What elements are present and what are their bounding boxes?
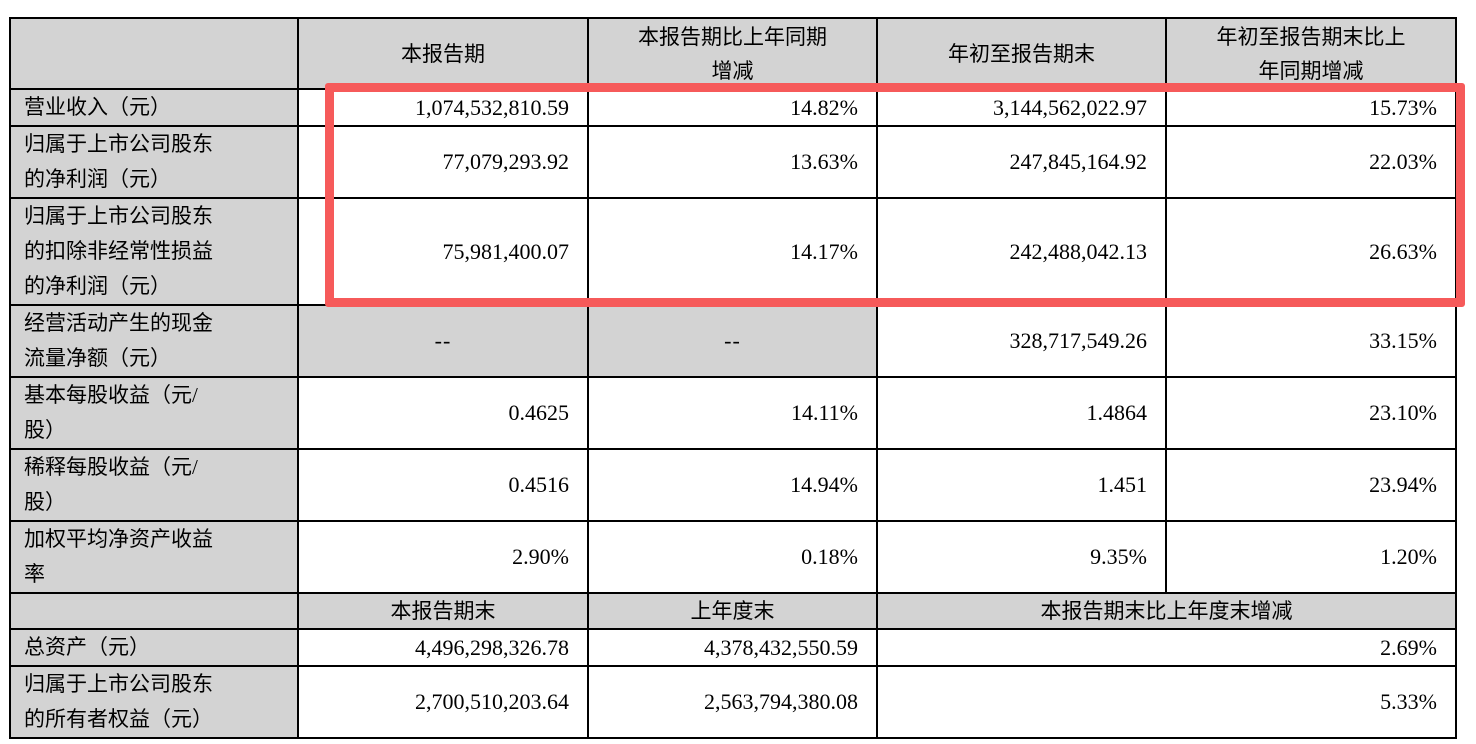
cell-value: 1.20% bbox=[1165, 520, 1457, 594]
cell-value: 75,981,400.07 bbox=[297, 197, 589, 306]
cell-value: 2,563,794,380.08 bbox=[587, 665, 878, 739]
row-net-profit: 归属于上市公司股东 的净利润（元） 77,079,293.92 13.63% 2… bbox=[9, 125, 1457, 199]
row-owners-equity: 归属于上市公司股东 的所有者权益（元） 2,700,510,203.64 2,5… bbox=[9, 665, 1457, 739]
cell-value: 26.63% bbox=[1165, 197, 1457, 306]
subheader-change-vs-prior-year-end: 本报告期末比上年度末增减 bbox=[876, 592, 1457, 630]
cell-value: 4,496,298,326.78 bbox=[297, 628, 589, 667]
cell-value: 14.11% bbox=[587, 376, 878, 450]
cell-value: 13.63% bbox=[587, 125, 878, 199]
subheader-corner-cell bbox=[9, 592, 299, 630]
cell-value: 247,845,164.92 bbox=[876, 125, 1167, 199]
cell-value: 1,074,532,810.59 bbox=[297, 88, 589, 127]
cell-value: 2.90% bbox=[297, 520, 589, 594]
cell-value: 14.82% bbox=[587, 88, 878, 127]
header-year-to-date: 年初至报告期末 bbox=[876, 17, 1167, 90]
row-net-profit-excl-nonrecurring: 归属于上市公司股东 的扣除非经常性损益 的净利润（元） 75,981,400.0… bbox=[9, 197, 1457, 306]
cell-value: 3,144,562,022.97 bbox=[876, 88, 1167, 127]
cell-value: 23.94% bbox=[1165, 448, 1457, 522]
row-label: 稀释每股收益（元/ 股） bbox=[9, 448, 299, 522]
row-diluted-eps: 稀释每股收益（元/ 股） 0.4516 14.94% 1.451 23.94% bbox=[9, 448, 1457, 522]
header-year-to-date-yoy-change: 年初至报告期末比上 年同期增减 bbox=[1165, 17, 1457, 90]
cell-value: 1.4864 bbox=[876, 376, 1167, 450]
row-operating-cash-flow: 经营活动产生的现金 流量净额（元） -- -- 328,717,549.26 3… bbox=[9, 304, 1457, 378]
row-label: 归属于上市公司股东 的扣除非经常性损益 的净利润（元） bbox=[9, 197, 299, 306]
cell-value: 33.15% bbox=[1165, 304, 1457, 378]
row-label: 营业收入（元） bbox=[9, 88, 299, 127]
cell-value: 9.35% bbox=[876, 520, 1167, 594]
row-basic-eps: 基本每股收益（元/ 股） 0.4625 14.11% 1.4864 23.10% bbox=[9, 376, 1457, 450]
cell-value: 1.451 bbox=[876, 448, 1167, 522]
financial-summary-table: 本报告期 本报告期比上年同期 增减 年初至报告期末 年初至报告期末比上 年同期增… bbox=[9, 17, 1457, 739]
header-current-period-yoy-change: 本报告期比上年同期 增减 bbox=[587, 17, 878, 90]
cell-value: 0.18% bbox=[587, 520, 878, 594]
row-label: 经营活动产生的现金 流量净额（元） bbox=[9, 304, 299, 378]
cell-value: 77,079,293.92 bbox=[297, 125, 589, 199]
row-total-assets: 总资产（元） 4,496,298,326.78 4,378,432,550.59… bbox=[9, 628, 1457, 667]
row-label: 归属于上市公司股东 的所有者权益（元） bbox=[9, 665, 299, 739]
cell-value: 14.94% bbox=[587, 448, 878, 522]
cell-value-na: -- bbox=[587, 304, 878, 378]
cell-value: 15.73% bbox=[1165, 88, 1457, 127]
cell-value: 0.4625 bbox=[297, 376, 589, 450]
row-label: 总资产（元） bbox=[9, 628, 299, 667]
header-corner-cell bbox=[9, 17, 299, 90]
row-label: 基本每股收益（元/ 股） bbox=[9, 376, 299, 450]
row-label: 加权平均净资产收益 率 bbox=[9, 520, 299, 594]
cell-value: 23.10% bbox=[1165, 376, 1457, 450]
cell-value: 2,700,510,203.64 bbox=[297, 665, 589, 739]
header-current-period: 本报告期 bbox=[297, 17, 589, 90]
cell-value: 14.17% bbox=[587, 197, 878, 306]
cell-change: 5.33% bbox=[876, 665, 1457, 739]
cell-value: 4,378,432,550.59 bbox=[587, 628, 878, 667]
cell-value: 0.4516 bbox=[297, 448, 589, 522]
cell-change: 2.69% bbox=[876, 628, 1457, 667]
cell-value: 22.03% bbox=[1165, 125, 1457, 199]
cell-value: 242,488,042.13 bbox=[876, 197, 1167, 306]
subheader-period-end: 本报告期末 bbox=[297, 592, 589, 630]
header-row: 本报告期 本报告期比上年同期 增减 年初至报告期末 年初至报告期末比上 年同期增… bbox=[9, 17, 1457, 90]
cell-value: 328,717,549.26 bbox=[876, 304, 1167, 378]
row-operating-revenue: 营业收入（元） 1,074,532,810.59 14.82% 3,144,56… bbox=[9, 88, 1457, 127]
row-weighted-avg-roe: 加权平均净资产收益 率 2.90% 0.18% 9.35% 1.20% bbox=[9, 520, 1457, 594]
cell-value-na: -- bbox=[297, 304, 589, 378]
row-label: 归属于上市公司股东 的净利润（元） bbox=[9, 125, 299, 199]
subheader-row: 本报告期末 上年度末 本报告期末比上年度末增减 bbox=[9, 592, 1457, 630]
subheader-prior-year-end: 上年度末 bbox=[587, 592, 878, 630]
